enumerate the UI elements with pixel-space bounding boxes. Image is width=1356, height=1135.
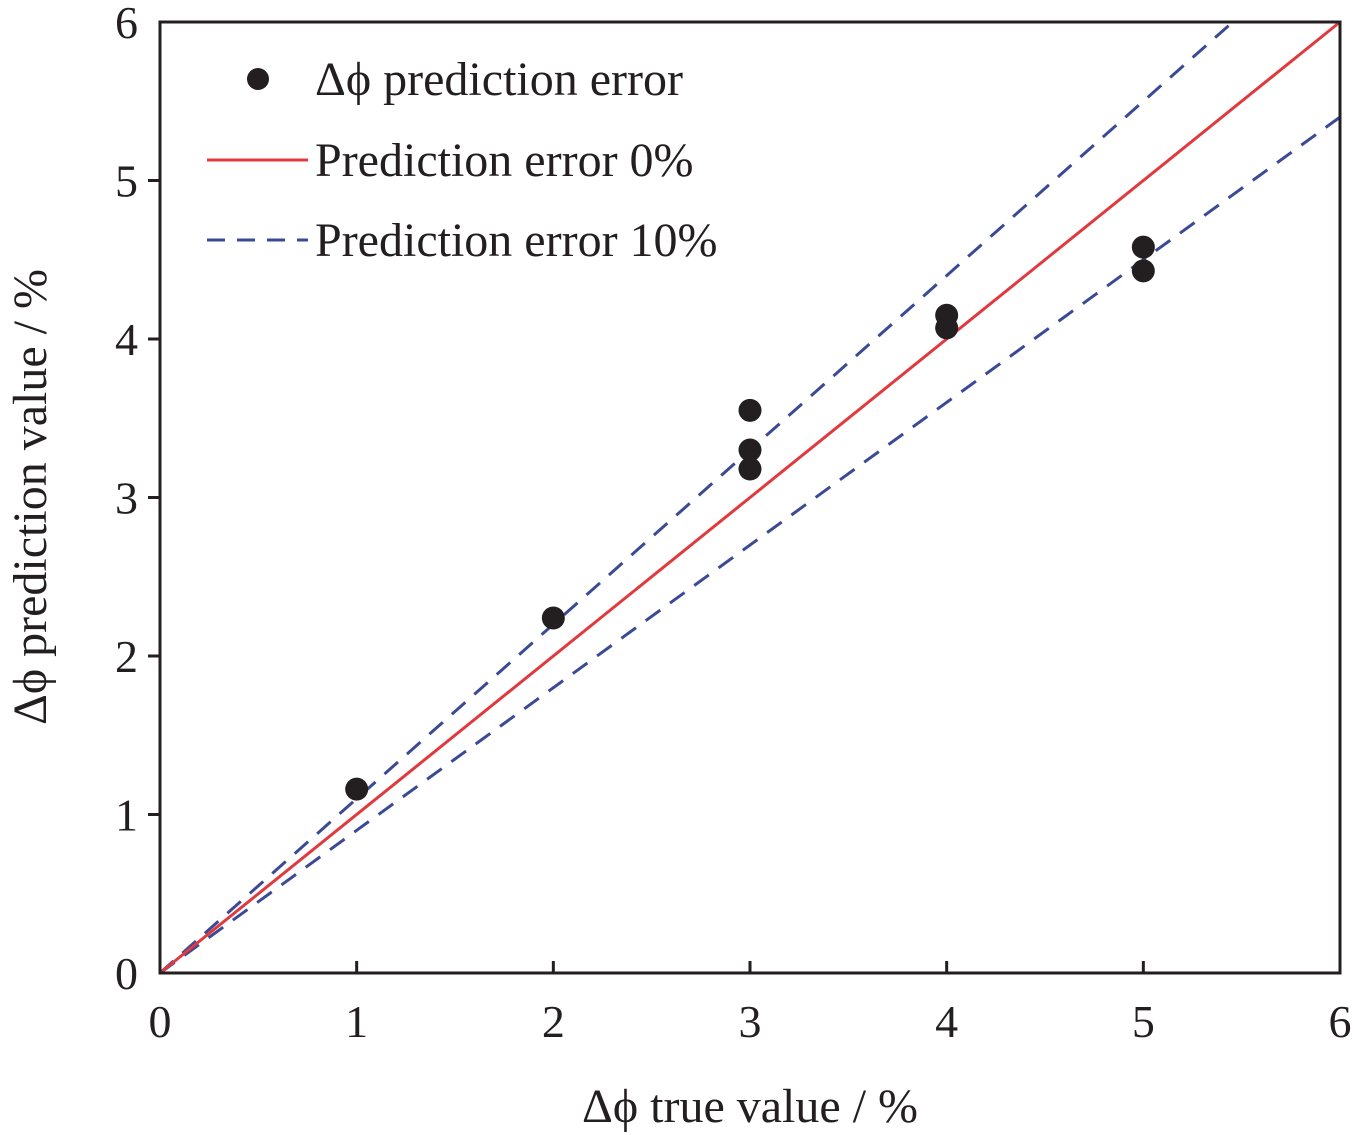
x-tick-label: 2 <box>542 996 565 1047</box>
legend-label-line10: Prediction error 10% <box>315 214 718 267</box>
y-tick-label: 6 <box>115 0 138 48</box>
y-tick-label: 4 <box>115 314 138 365</box>
y-tick-label: 1 <box>115 790 138 841</box>
data-point <box>738 438 762 462</box>
y-tick-label: 0 <box>115 948 138 999</box>
data-point <box>935 316 959 340</box>
y-tick-label: 3 <box>115 473 138 524</box>
x-tick-label: 4 <box>935 996 958 1047</box>
legend: Δϕ prediction error Prediction error 0% … <box>207 53 718 267</box>
data-point <box>1131 235 1155 259</box>
data-point <box>738 398 762 422</box>
x-tick-label: 5 <box>1132 996 1155 1047</box>
x-tick-label: 6 <box>1329 996 1352 1047</box>
x-tick-label: 0 <box>149 996 172 1047</box>
data-point <box>345 777 369 801</box>
x-axis-label: Δϕ true value / % <box>582 1080 918 1133</box>
y-tick-label: 2 <box>115 631 138 682</box>
legend-label-scatter: Δϕ prediction error <box>315 53 683 106</box>
x-tick-label: 1 <box>345 996 368 1047</box>
y-tick-label: 5 <box>115 156 138 207</box>
data-point <box>541 606 565 630</box>
error-0-line <box>159 20 1341 975</box>
data-point <box>738 457 762 481</box>
data-point <box>1131 259 1155 283</box>
legend-marker-scatter <box>247 68 269 90</box>
legend-label-line0: Prediction error 0% <box>315 134 694 187</box>
y-axis-label: Δϕ prediction value / % <box>4 269 57 725</box>
x-tick-label: 3 <box>739 996 762 1047</box>
